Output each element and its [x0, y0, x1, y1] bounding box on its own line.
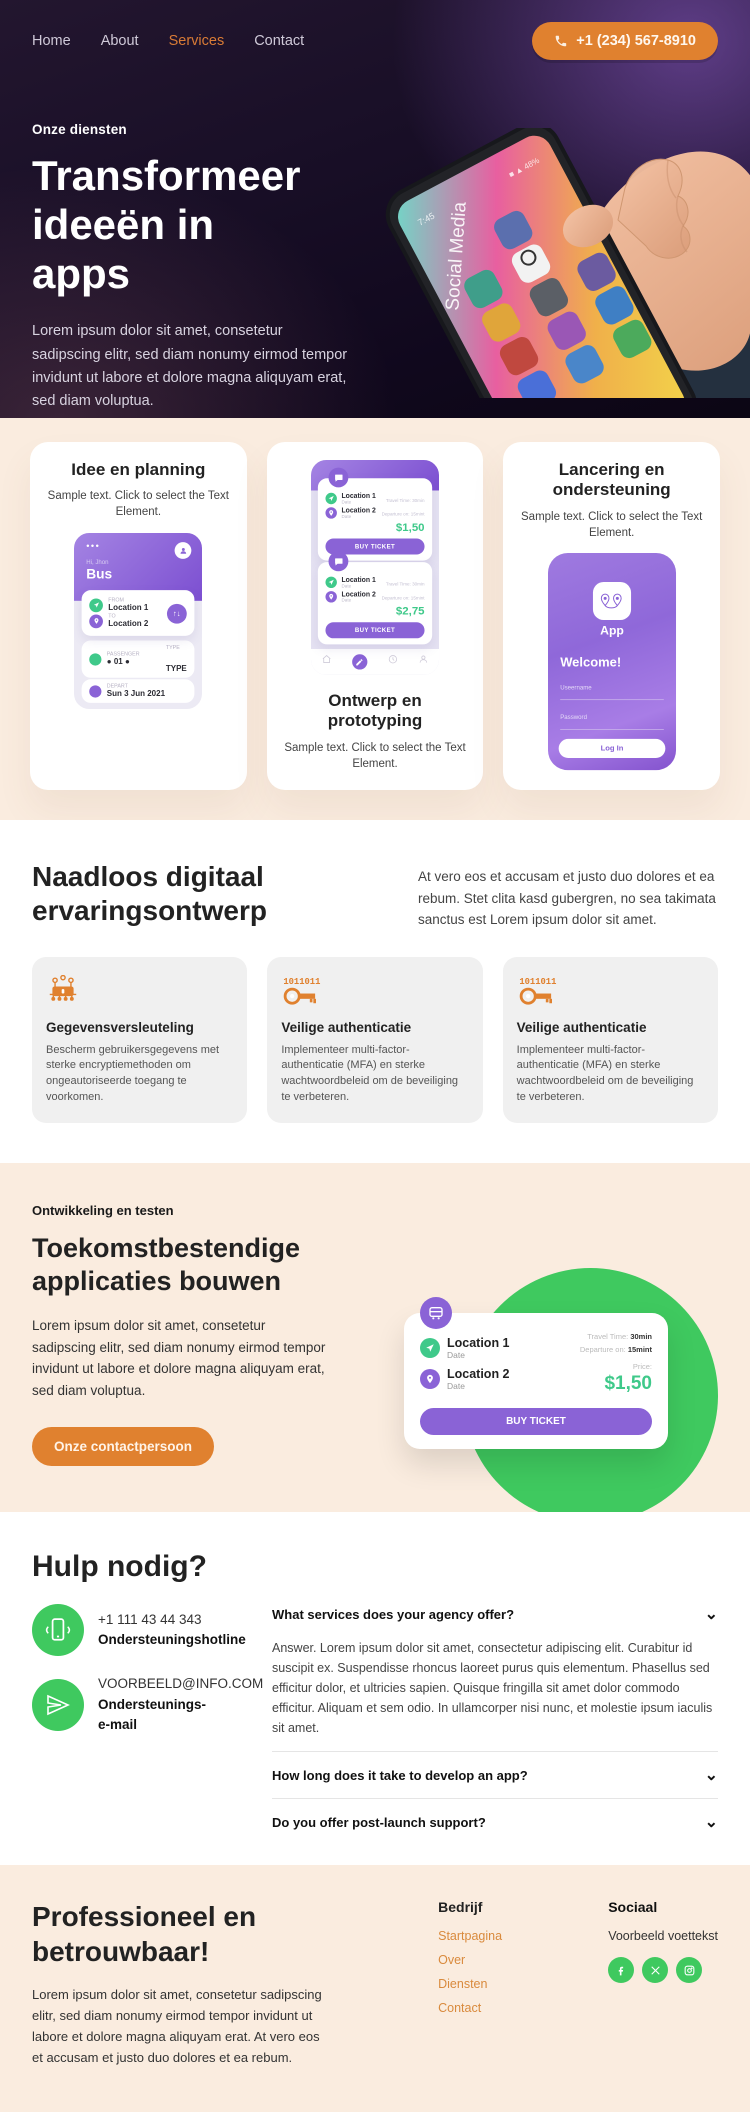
svg-text:1011011: 1011011: [284, 977, 321, 987]
svg-text:1011011: 1011011: [519, 977, 556, 987]
